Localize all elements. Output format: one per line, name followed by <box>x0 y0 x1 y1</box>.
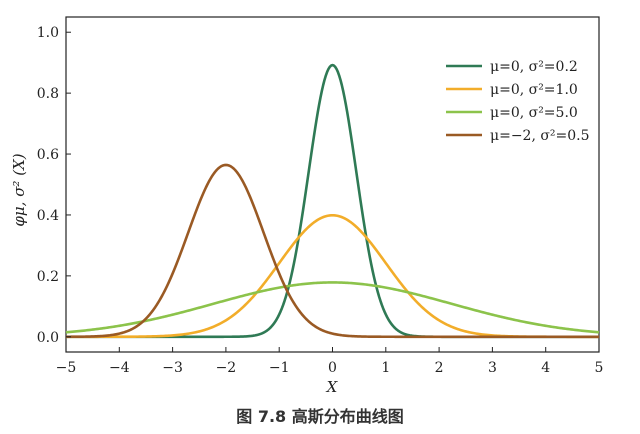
curves-layer <box>65 63 600 339</box>
x-tick-label: 2 <box>435 360 444 376</box>
legend-label: μ=0, σ²=5.0 <box>490 105 578 121</box>
legend-label: μ=0, σ²=1.0 <box>490 82 578 98</box>
x-tick-label: −3 <box>162 360 183 376</box>
series-line <box>65 281 600 334</box>
y-axis-label: φμ, σ² (X) <box>10 153 28 226</box>
x-tick-label: −5 <box>56 360 77 376</box>
x-tick-label: 4 <box>541 360 550 376</box>
legend-label: μ=0, σ²=0.2 <box>490 59 578 75</box>
y-tick-label: 0.6 <box>37 147 59 163</box>
y-tick-label: 0.4 <box>37 208 59 224</box>
x-tick-label: 1 <box>381 360 390 376</box>
x-tick-label: 3 <box>488 360 497 376</box>
x-tick-label: 5 <box>595 360 604 376</box>
y-tick-label: 0.8 <box>37 86 59 102</box>
legend-label: μ=−2, σ²=0.5 <box>490 128 590 144</box>
y-tick-label: 0.2 <box>37 269 59 285</box>
series-line <box>66 163 599 339</box>
y-tick-label: 0.0 <box>37 330 59 346</box>
x-tick-label: 0 <box>328 360 337 376</box>
x-tick-label: −4 <box>109 360 130 376</box>
y-tick-label: 1.0 <box>37 25 59 41</box>
legend: μ=0, σ²=0.2 μ=0, σ²=1.0 μ=0, σ²=5.0 μ=−2, σ… <box>446 59 590 144</box>
x-axis-label: X <box>326 378 339 396</box>
y-axis: 0.0 0.2 0.4 0.6 0.8 1.0 <box>37 25 71 346</box>
x-tick-label: −2 <box>216 360 237 376</box>
figure-caption: 图 7.8 高斯分布曲线图 <box>236 407 404 426</box>
x-axis: −5 −4 −3 −2 −1 0 1 2 3 4 5 <box>56 347 604 376</box>
x-tick-label: −1 <box>269 360 290 376</box>
